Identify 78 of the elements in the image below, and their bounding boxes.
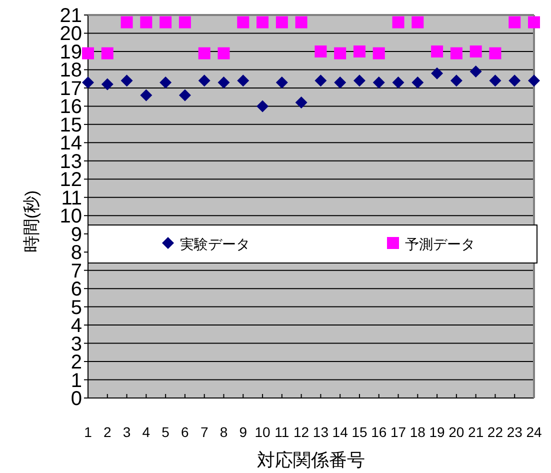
point	[508, 74, 521, 87]
x-tick-label: 23	[506, 424, 523, 440]
x-tick-label: 16	[371, 424, 387, 440]
x-tick-label: 1	[84, 424, 92, 440]
point	[178, 89, 191, 102]
legend-label: 予測データ	[405, 236, 475, 252]
x-tick-label: 19	[429, 424, 446, 440]
x-tick-label: 2	[103, 424, 112, 440]
x-tick-label: 14	[332, 424, 348, 440]
point	[353, 45, 366, 58]
x-tick-label: 13	[312, 424, 329, 440]
point	[140, 89, 152, 102]
point	[392, 16, 404, 28]
point	[353, 74, 366, 87]
point	[450, 47, 462, 60]
point	[82, 76, 94, 88]
x-tick-label: 18	[410, 424, 426, 440]
point	[82, 47, 94, 60]
point	[489, 47, 502, 60]
point	[372, 47, 385, 60]
x-tick-label: 10	[254, 424, 271, 440]
legend-item: 実験データ	[162, 236, 250, 252]
x-tick-label: 11	[274, 424, 290, 440]
x-tick-label: 6	[181, 424, 190, 440]
x-tick-label: 4	[142, 424, 150, 440]
point	[140, 16, 152, 28]
point	[178, 16, 191, 28]
x-tick-label: 3	[122, 424, 131, 440]
point	[508, 16, 521, 28]
x-tick-label: 9	[239, 424, 248, 440]
x-tick-label: 5	[162, 424, 170, 440]
point	[412, 76, 424, 88]
point	[218, 76, 230, 88]
legend-label: 実験データ	[180, 236, 250, 252]
point	[314, 74, 327, 87]
point	[314, 45, 327, 58]
x-tick-label: 15	[352, 424, 368, 440]
point	[489, 74, 502, 87]
point	[528, 16, 540, 28]
x-tick-label: 17	[390, 424, 406, 440]
x-axis-title: 対応関係番号	[257, 450, 365, 470]
point	[334, 76, 346, 88]
point	[470, 45, 482, 58]
point	[470, 66, 482, 78]
point	[450, 74, 462, 87]
point	[256, 100, 269, 112]
x-tick-label: 7	[200, 424, 208, 440]
point	[198, 47, 210, 60]
point	[295, 16, 308, 28]
point	[101, 78, 114, 90]
x-tick-label: 12	[294, 424, 310, 440]
y-axis-title: 時間(秒)	[22, 190, 41, 253]
point	[276, 16, 288, 28]
x-tick-label: 21	[468, 424, 484, 440]
point	[218, 47, 230, 60]
x-tick-label: 20	[448, 424, 464, 440]
point	[276, 76, 288, 88]
point	[160, 76, 172, 88]
point	[237, 16, 250, 28]
point	[237, 74, 250, 87]
point	[392, 76, 404, 88]
x-tick-label: 8	[220, 424, 228, 440]
point	[334, 47, 346, 60]
point	[120, 16, 133, 28]
point	[295, 96, 308, 109]
x-tick-label: 24	[526, 424, 542, 440]
point	[198, 74, 210, 87]
point	[101, 47, 114, 60]
point	[372, 76, 385, 88]
point	[412, 16, 424, 28]
point	[431, 67, 444, 80]
point	[160, 16, 172, 28]
point	[120, 74, 133, 87]
x-tick-label: 22	[487, 424, 504, 440]
point	[528, 74, 540, 87]
point	[256, 16, 269, 28]
legend-item: 予測データ	[387, 236, 475, 252]
point	[431, 45, 444, 58]
